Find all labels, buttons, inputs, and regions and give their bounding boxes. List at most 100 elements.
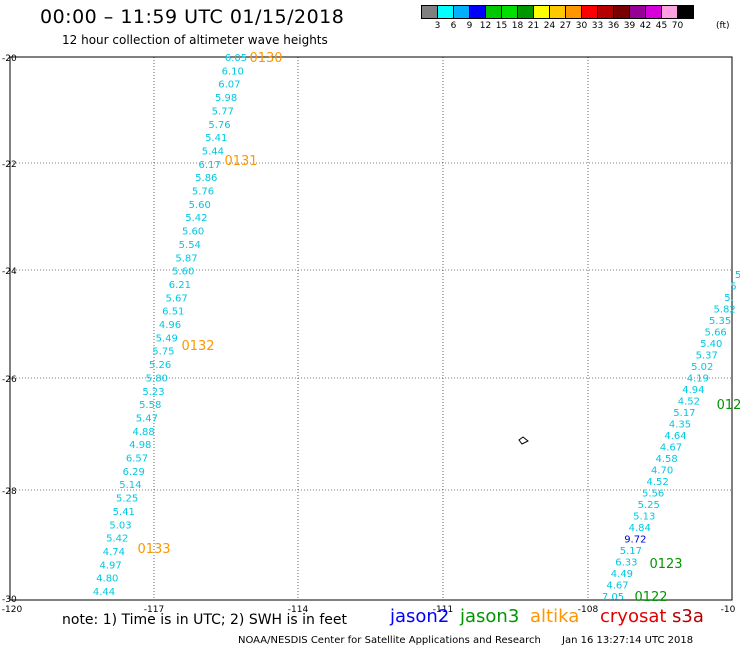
- altika-time-label: 0133: [137, 542, 170, 557]
- jason3-wave-height: 5.82: [713, 305, 735, 316]
- jason3-wave-height: 5.: [724, 293, 734, 304]
- jason3-wave-height: 4.19: [687, 374, 709, 385]
- legend-unit: (ft): [716, 21, 730, 31]
- satellite-name-altika: altika: [530, 606, 580, 627]
- altika-wave-height: 5.86: [195, 173, 217, 184]
- altika-wave-height: 4.97: [99, 560, 121, 571]
- jason3-wave-height: 5.02: [691, 362, 713, 373]
- lon-tick-label: -114: [288, 605, 309, 615]
- altika-wave-height: 5.76: [192, 187, 214, 198]
- altika-wave-height: 5.14: [119, 480, 141, 491]
- jason3-wave-height: 6.33: [615, 558, 637, 569]
- note-text: note: 1) Time is in UTC; 2) SWH is in fe…: [62, 612, 348, 628]
- jason3-wave-height: 4.49: [611, 569, 633, 580]
- jason3-wave-height: 5.13: [633, 512, 655, 523]
- legend-label: 18: [511, 21, 524, 31]
- altika-wave-height: 5.25: [116, 494, 138, 505]
- jason3-wave-height: 5.17: [673, 408, 695, 419]
- legend-label: 33: [591, 21, 604, 31]
- altika-wave-height: 5.44: [202, 146, 224, 157]
- jason3-wave-height: 4.52: [678, 397, 700, 408]
- lat-tick-label: -26: [2, 375, 17, 385]
- altika-wave-height: 5.75: [152, 347, 174, 358]
- jason3-wave-height: 5.40: [700, 339, 722, 350]
- jason3-time-label: 0122: [634, 590, 667, 605]
- lat-tick-label: -20: [2, 54, 17, 64]
- jason3-wave-height: 7.05: [602, 592, 624, 603]
- lat-tick-label: -30: [2, 595, 17, 605]
- altika-wave-height: 5.03: [109, 520, 131, 531]
- jason3-wave-height: 5.35: [709, 316, 731, 327]
- legend-label: 36: [607, 21, 620, 31]
- legend-label: 9: [466, 21, 473, 31]
- altika-wave-height: 5.60: [172, 267, 194, 278]
- altika-wave-height: 6.51: [162, 307, 184, 318]
- satellite-name-cryosat: cryosat: [600, 606, 667, 627]
- altika-wave-height: 5.60: [189, 200, 211, 211]
- altika-time-label: 0130: [249, 51, 282, 66]
- legend-label: 3: [434, 21, 441, 31]
- lon-tick-label: -111: [433, 605, 453, 615]
- jason3-wave-height: 5.56: [642, 489, 664, 500]
- legend-label: 12: [479, 21, 492, 31]
- lon-tick-label: -108: [578, 605, 599, 615]
- altika-wave-height: 6.10: [222, 66, 244, 77]
- jason3-wave-height: 4.84: [629, 523, 651, 534]
- satellite-name-s3a: s3a: [672, 606, 704, 627]
- map-subtitle: 12 hour collection of altimeter wave hei…: [62, 33, 328, 47]
- jason3-wave-height: 4.35: [669, 420, 691, 431]
- altika-wave-height: 5.23: [142, 387, 164, 398]
- altika-wave-height: 5.76: [208, 120, 230, 131]
- altika-wave-height: 5.42: [185, 213, 207, 224]
- jason3-wave-height: 9.72: [624, 535, 646, 546]
- jason3-wave-height: 5: [730, 282, 736, 293]
- altika-time-label: 0132: [181, 339, 214, 354]
- jason3-wave-height: 5.17: [620, 546, 642, 557]
- altika-wave-height: 5.60: [182, 227, 204, 238]
- altika-wave-height: 5.49: [156, 333, 178, 344]
- altika-wave-height: 5.41: [205, 133, 227, 144]
- altika-wave-height: 5.98: [215, 93, 237, 104]
- jason3-wave-height: 4.67: [660, 443, 682, 454]
- lon-tick-label: -10: [721, 605, 736, 615]
- legend-label: 6: [450, 21, 457, 31]
- lat-tick-label: -24: [2, 267, 17, 277]
- legend-label: 30: [575, 21, 588, 31]
- legend-label: 24: [543, 21, 556, 31]
- altika-wave-height: 5.42: [106, 534, 128, 545]
- altika-wave-height: 4.80: [96, 574, 118, 585]
- altika-time-label: 0131: [224, 154, 257, 169]
- lat-tick-label: -28: [2, 487, 17, 497]
- altika-wave-height: 5.41: [113, 507, 135, 518]
- lon-tick-label: -117: [144, 605, 164, 615]
- legend-label: 39: [623, 21, 636, 31]
- island-marker: [518, 436, 529, 445]
- legend-label: 27: [559, 21, 572, 31]
- jason3-wave-height: 4.94: [682, 385, 704, 396]
- altika-wave-height: 6.05: [225, 53, 247, 64]
- jason3-wave-height: 4.58: [655, 454, 677, 465]
- jason3-wave-height: 5.66: [705, 328, 727, 339]
- altika-wave-height: 6.57: [126, 454, 148, 465]
- jason3-time-label: 0123: [649, 557, 682, 572]
- altika-wave-height: 5.26: [149, 360, 171, 371]
- footer: NOAA/NESDIS Center for Satellite Applica…: [238, 635, 693, 646]
- legend-label: 45: [655, 21, 668, 31]
- altika-wave-height: 5.87: [175, 253, 197, 264]
- altika-wave-height: 4.96: [159, 320, 181, 331]
- altika-wave-height: 5.54: [179, 240, 201, 251]
- jason3-wave-height: 5.37: [696, 351, 718, 362]
- map-frame: [9, 56, 733, 601]
- altika-wave-height: 5.58: [139, 400, 161, 411]
- satellite-name-jason2: jason2: [390, 606, 450, 627]
- legend-label: 21: [527, 21, 540, 31]
- map-title: 00:00 – 11:59 UTC 01/15/2018: [40, 6, 345, 28]
- altika-wave-height: 4.88: [132, 427, 154, 438]
- altika-wave-height: 4.44: [93, 587, 115, 598]
- altika-wave-height: 4.74: [103, 547, 125, 558]
- jason3-wave-height: 4.70: [651, 466, 673, 477]
- altika-wave-height: 5.77: [212, 106, 234, 117]
- jason3-wave-height: 4.52: [647, 477, 669, 488]
- altika-wave-height: 6.17: [198, 160, 220, 171]
